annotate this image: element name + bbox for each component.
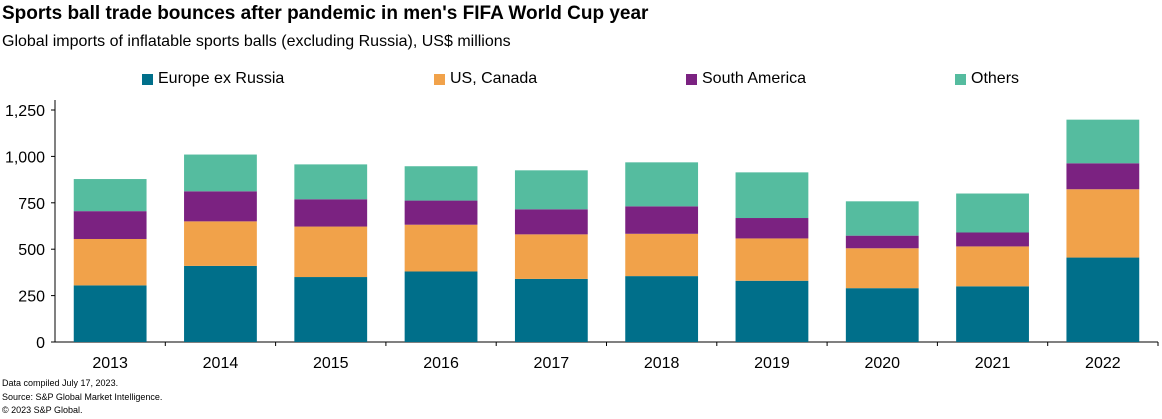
legend-item-others: Others (955, 70, 1019, 88)
bar-segment (514, 209, 588, 235)
x-tick-label: 2022 (1085, 355, 1121, 372)
x-tick-label: 2018 (644, 355, 680, 372)
y-tick-label: 1,250 (5, 103, 45, 120)
x-tick-label: 2020 (864, 355, 900, 372)
legend-label-europe: Europe ex Russia (158, 70, 285, 87)
y-tick-label: 250 (18, 289, 45, 306)
bar-segment (184, 265, 257, 342)
bar-segment (404, 271, 478, 342)
y-tick-label: 0 (36, 335, 45, 352)
bar-segment (73, 238, 147, 286)
bar-segment (514, 278, 588, 342)
x-tick-label: 2015 (313, 355, 349, 372)
bar-segment (625, 206, 699, 234)
bar-segment (625, 276, 699, 342)
bar-segment (1066, 163, 1140, 190)
bar-segment (735, 238, 809, 281)
bar-segment (845, 201, 919, 236)
footnote-copyright: © 2023 S&P Global. (2, 405, 83, 415)
legend-swatch-us-canada (434, 73, 445, 85)
footnote-source: Source: S&P Global Market Intelligence. (2, 392, 163, 402)
footnote-date: Data compiled July 17, 2023. (2, 378, 119, 388)
bar-segment (184, 191, 257, 222)
bar-segment (73, 211, 147, 239)
bar-segment (625, 162, 699, 207)
bar-segment (73, 179, 147, 212)
bar-segment (735, 280, 809, 342)
bar-segment (404, 166, 478, 201)
legend-label-us-canada: US, Canada (450, 70, 538, 87)
bar-segment (184, 221, 257, 266)
bar-segment (73, 285, 147, 342)
bar-segment (404, 224, 478, 272)
bar-segment (956, 193, 1029, 233)
bar-segment (294, 199, 368, 227)
bar-segment (956, 286, 1029, 342)
x-tick-label: 2017 (534, 355, 570, 372)
bar-segment (956, 232, 1029, 247)
bar-segment (294, 277, 368, 342)
y-tick-label: 750 (18, 196, 45, 213)
bar-segment (184, 154, 257, 192)
bar-segment (294, 226, 368, 278)
chart-subtitle: Global imports of inflatable sports ball… (2, 33, 511, 50)
x-tick-label: 2013 (92, 355, 128, 372)
bar-segment (1066, 119, 1140, 164)
bar-segment (1066, 189, 1140, 258)
legend-item-europe: Europe ex Russia (142, 70, 284, 88)
bar-segment (514, 234, 588, 279)
legend-item-us-canada: US, Canada (434, 70, 537, 88)
legend: Europe ex Russia US, Canada South Americ… (0, 70, 1162, 94)
bar-segment (845, 235, 919, 249)
legend-swatch-others (955, 73, 966, 85)
bar-segment (735, 172, 809, 219)
legend-label-others: Others (971, 70, 1020, 87)
bar-segment (514, 170, 588, 210)
x-tick-label: 2019 (754, 355, 790, 372)
bar-segment (1066, 257, 1140, 342)
x-tick-label: 2021 (975, 355, 1011, 372)
bar-segment (625, 233, 699, 277)
bar-segment (404, 200, 478, 225)
x-tick-label: 2014 (203, 355, 239, 372)
legend-swatch-europe (142, 73, 153, 85)
bar-segment (845, 248, 919, 289)
chart-title: Sports ball trade bounces after pandemic… (2, 3, 649, 24)
bar-segment (735, 218, 809, 239)
bar-segment (294, 164, 368, 200)
y-tick-label: 500 (18, 242, 45, 259)
legend-item-south-america: South America (686, 70, 806, 88)
legend-swatch-south-america (686, 73, 697, 85)
legend-label-south-america: South America (702, 70, 807, 87)
y-tick-label: 1,000 (5, 149, 45, 166)
x-tick-label: 2016 (423, 355, 459, 372)
bar-segment (845, 288, 919, 342)
bar-segment (956, 246, 1029, 287)
